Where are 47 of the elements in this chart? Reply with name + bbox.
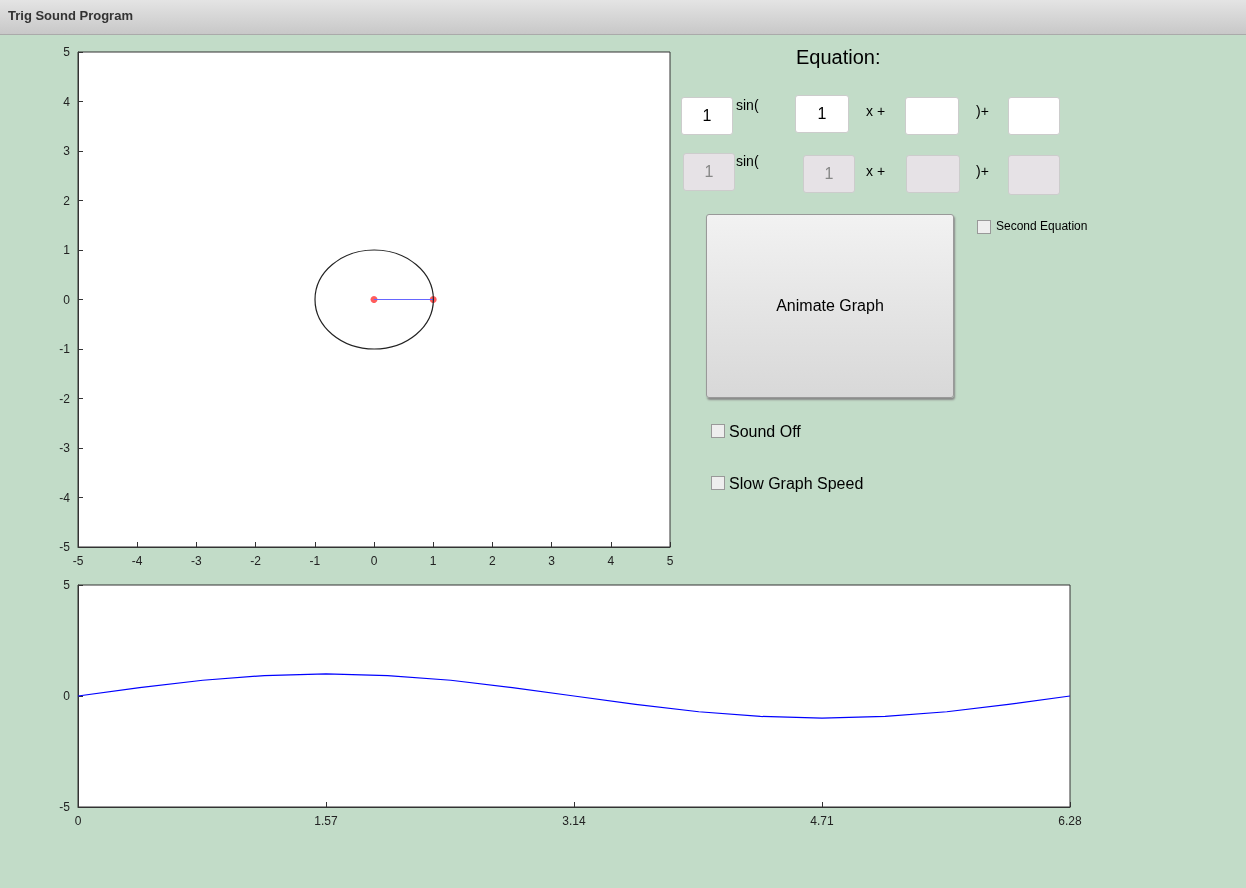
x-tick-label: -1 [309, 554, 321, 568]
y-tick-label: 5 [63, 45, 71, 59]
x-tick-label: 3 [548, 554, 556, 568]
text: Equation: [796, 46, 881, 69]
y-tick-label: 4 [63, 94, 71, 109]
y-tick-label: -1 [59, 342, 71, 356]
x-tick-label: -4 [131, 554, 143, 568]
text: )+ [976, 103, 989, 119]
text: )+ [976, 163, 989, 179]
y-tick-label: 3 [63, 144, 71, 158]
x-tick-label: 5 [666, 554, 674, 568]
text-field: 1 [683, 153, 735, 191]
y-tick-label: 0 [63, 689, 71, 703]
x-tick-label: -5 [72, 554, 84, 568]
x-tick-label: -2 [250, 554, 262, 568]
x-tick-label: 0 [74, 814, 82, 828]
x-tick-label: 1.57 [314, 814, 338, 828]
y-tick-label: 0 [63, 292, 71, 307]
y-tick-label: 2 [63, 193, 71, 208]
x-tick-label: 4 [607, 554, 615, 568]
y-tick-label: -5 [59, 800, 71, 814]
x-tick-label: 3.14 [562, 814, 586, 828]
x-tick-label: 4.71 [810, 814, 834, 828]
button: Animate Graph [706, 214, 954, 398]
x-tick-label: 0 [370, 554, 378, 568]
text-field: 1 [681, 97, 733, 135]
y-tick-label: -2 [59, 391, 71, 406]
text: Sound Off [729, 423, 801, 441]
y-tick-label: 1 [63, 243, 71, 257]
text: sin( [736, 97, 759, 113]
text: Trig Sound Program [8, 8, 133, 23]
line-series [77, 673, 1071, 719]
y-tick-label: 5 [63, 578, 71, 592]
text: sin( [736, 153, 759, 169]
x-tick-label: 2 [489, 554, 497, 568]
text: Second Equation [996, 219, 1088, 233]
text: x + [866, 163, 886, 179]
text: x + [866, 103, 886, 119]
text-field: 1 [795, 95, 849, 133]
x-tick-label: -3 [191, 554, 203, 568]
y-tick-label: -5 [59, 540, 71, 554]
text-field: 1 [803, 155, 855, 193]
y-tick-label: -4 [59, 490, 71, 505]
text: Slow Graph Speed [729, 475, 864, 493]
x-tick-label: 1 [429, 554, 437, 568]
y-tick-label: -3 [59, 441, 71, 455]
x-tick-label: 6.28 [1058, 814, 1082, 828]
